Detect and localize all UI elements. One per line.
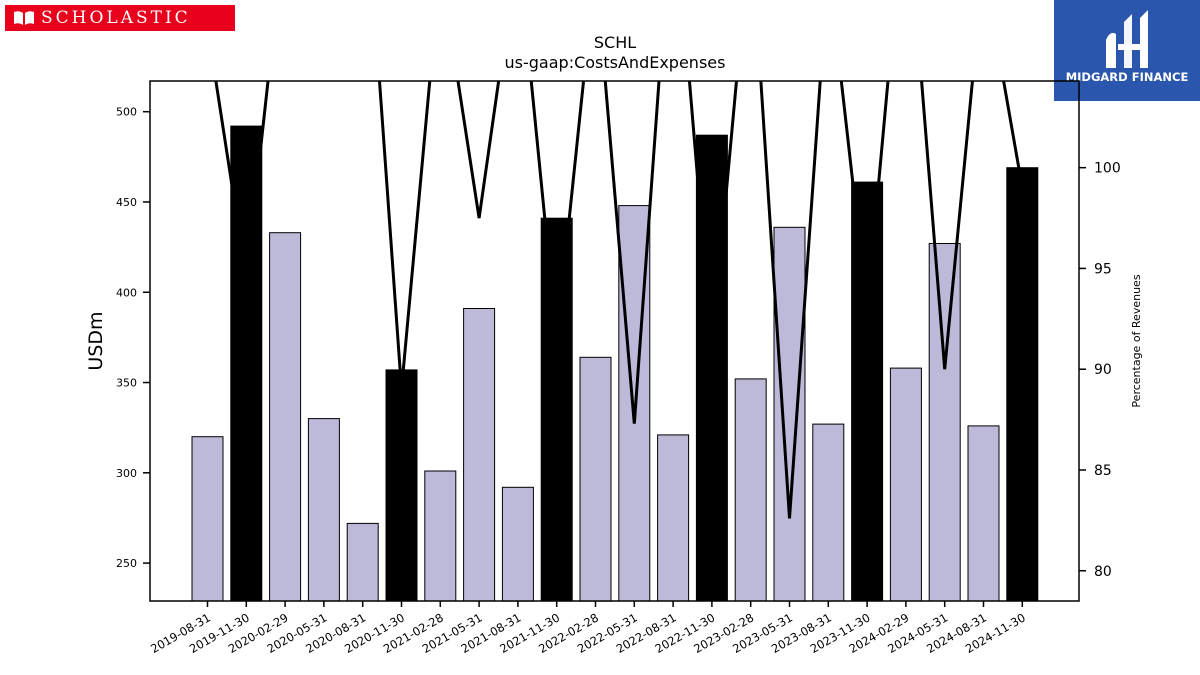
y-tick-label: 250 — [116, 557, 137, 570]
bar — [579, 356, 612, 602]
y2-tick-label: 80 — [1094, 564, 1112, 580]
bar — [928, 243, 961, 602]
bar — [230, 125, 263, 602]
y-tick-label: 350 — [116, 377, 137, 390]
bar — [191, 436, 224, 602]
bar — [812, 423, 845, 602]
midgard-finance-logo-text: MIDGARD FINANCE — [1065, 70, 1189, 84]
bar — [1006, 167, 1039, 602]
bar — [889, 367, 922, 602]
y2-axis-label: Percentage of Revenues — [1130, 274, 1143, 407]
percentage-line — [214, 81, 1024, 519]
bar — [269, 232, 302, 602]
y-tick-label: 300 — [116, 467, 137, 480]
y-tick-label: 400 — [116, 286, 137, 299]
y2-tick-label: 85 — [1094, 463, 1112, 479]
bar — [851, 181, 884, 602]
scholastic-logo: SCHOLASTIC — [5, 5, 235, 31]
open-book-icon — [14, 11, 34, 25]
chart-subtitle: us-gaap:CostsAndExpenses — [505, 53, 726, 72]
midgard-m-icon — [1106, 10, 1148, 68]
bar — [657, 434, 690, 602]
right-axis: 80 85 90 95 100 — [1079, 161, 1121, 580]
y-tick-label: 500 — [116, 106, 137, 119]
bar — [773, 226, 806, 602]
scholastic-logo-text: SCHOLASTIC — [41, 8, 191, 28]
bar — [424, 470, 457, 602]
y2-tick-label: 100 — [1094, 161, 1121, 177]
bar — [385, 369, 418, 602]
line-series — [214, 81, 1024, 519]
y2-tick-label: 95 — [1094, 261, 1112, 277]
chart-title: SCHL — [594, 33, 636, 52]
y2-tick-label: 90 — [1094, 362, 1112, 378]
y-axis-label: USDm — [85, 311, 107, 370]
bar — [734, 378, 767, 602]
bar — [346, 522, 379, 602]
bar — [540, 217, 573, 602]
plot-frame — [149, 80, 1080, 602]
y-tick-label: 450 — [116, 196, 137, 209]
bar — [307, 418, 340, 602]
bar — [501, 486, 534, 602]
bar — [463, 308, 496, 602]
bar — [967, 425, 1000, 602]
left-axis: 250 300 350 400 450 500 — [116, 106, 150, 570]
x-axis: 2019-08-312019-11-302020-02-292020-05-31… — [148, 601, 1028, 656]
